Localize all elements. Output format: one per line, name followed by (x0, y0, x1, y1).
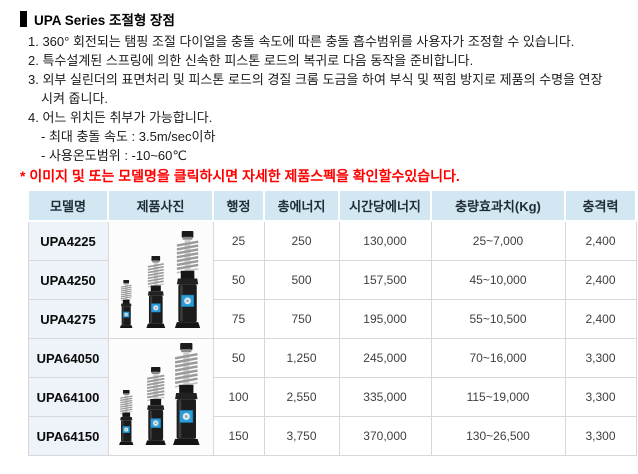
impact-force-cell: 3,300 (564, 338, 637, 378)
model-link-upa64150[interactable]: UPA64150 (27, 416, 109, 456)
feature-list: 1. 360° 회전되는 탬핑 조절 다이얼을 충돌 속도에 따른 충돌 흡수범… (20, 32, 638, 165)
weight-range-cell: 70~16,000 (430, 338, 566, 378)
col-header-impact-force: 충격력 (564, 189, 637, 222)
stroke-cell: 150 (212, 416, 265, 456)
weight-range-cell: 25~7,000 (430, 220, 566, 261)
hourly-energy-cell: 370,000 (338, 416, 432, 456)
feature-line-1: 1. 360° 회전되는 탬핑 조절 다이얼을 충돌 속도에 따른 충돌 흡수범… (28, 34, 575, 49)
total-energy-cell: 750 (263, 299, 340, 339)
total-energy-cell: 3,750 (263, 416, 340, 456)
feature-line-3: 3. 외부 실린더의 표면처리 및 피스톤 로드의 경질 크롬 도금을 하여 부… (28, 72, 603, 87)
click-notice: * 이미지 및 또는 모델명을 클릭하시면 자세한 제품스펙을 확인할수있습니다… (20, 168, 460, 184)
model-link-upa4250[interactable]: UPA4250 (27, 260, 109, 300)
hourly-energy-cell: 195,000 (338, 299, 432, 339)
impact-force-cell: 3,300 (564, 416, 637, 456)
table-row-upa64100: UPA64100 100 2,550 335,000 115~19,000 3,… (27, 377, 637, 417)
col-header-model: 모델명 (27, 189, 109, 222)
product-photo-upa64-series[interactable] (107, 338, 214, 456)
model-link-upa64050[interactable]: UPA64050 (27, 338, 109, 378)
hourly-energy-cell: 157,500 (338, 260, 432, 300)
header-row: 모델명 제품사진 행정 총에너지 시간당에너지 충량효과치(Kg) 충격력 (27, 189, 637, 222)
page: UPA Series 조절형 장점 1. 360° 회전되는 탬핑 조절 다이얼… (20, 9, 638, 456)
col-header-hourly-energy: 시간당에너지 (338, 189, 432, 222)
total-energy-cell: 250 (263, 220, 340, 261)
total-energy-cell: 500 (263, 260, 340, 300)
table-row-upa4275: UPA4275 75 750 195,000 55~10,500 2,400 (27, 299, 637, 339)
impact-force-cell: 2,400 (564, 220, 637, 261)
hourly-energy-cell: 130,000 (338, 220, 432, 261)
product-photo-upa42-series[interactable] (107, 220, 214, 339)
table-row-upa64150: UPA64150 150 3,750 370,000 130~26,500 3,… (27, 416, 637, 456)
total-energy-cell: 2,550 (263, 377, 340, 417)
table-row-upa64050: UPA64050 50 1,250 245,000 70~16,000 3,30… (27, 338, 637, 456)
feature-sub-temp-range: - 사용온도범위 : -10~60℃ (41, 148, 187, 163)
stroke-cell: 100 (212, 377, 265, 417)
col-header-weight-effect: 충량효과치(Kg) (430, 189, 566, 222)
table-row-upa4250: UPA4250 50 500 157,500 45~10,000 2,400 (27, 260, 637, 300)
feature-line-3-cont: 시켜 줍니다. (41, 91, 109, 106)
table-row-upa4225: UPA4225 25 250 130,000 25~7,000 2,400 (27, 220, 637, 339)
shock-absorber-image-upa42 (118, 229, 201, 330)
bullet-bar-icon (20, 11, 27, 27)
weight-range-cell: 115~19,000 (430, 377, 566, 417)
col-header-total-energy: 총에너지 (263, 189, 340, 222)
impact-force-cell: 2,400 (564, 299, 637, 339)
weight-range-cell: 130~26,500 (430, 416, 566, 456)
section-title-row: UPA Series 조절형 장점 (20, 9, 638, 29)
weight-range-cell: 45~10,000 (430, 260, 566, 300)
hourly-energy-cell: 245,000 (338, 338, 432, 378)
total-energy-cell: 1,250 (263, 338, 340, 378)
impact-force-cell: 3,300 (564, 377, 637, 417)
feature-line-4: 4. 어느 위치든 취부가 가능합니다. (28, 110, 213, 125)
col-header-stroke: 행정 (212, 189, 265, 222)
weight-range-cell: 55~10,500 (430, 299, 566, 339)
spec-table: 모델명 제품사진 행정 총에너지 시간당에너지 충량효과치(Kg) 충격력 UP… (27, 189, 637, 456)
feature-line-2: 2. 특수설계된 스프링에 의한 신속한 피스톤 로드의 복귀로 다음 동작을 … (28, 53, 474, 68)
stroke-cell: 50 (212, 260, 265, 300)
impact-force-cell: 2,400 (564, 260, 637, 300)
model-link-upa4275[interactable]: UPA4275 (27, 299, 109, 339)
stroke-cell: 25 (212, 220, 265, 261)
col-header-photo: 제품사진 (107, 189, 214, 222)
feature-sub-max-speed: - 최대 충돌 속도 : 3.5m/sec이하 (41, 129, 216, 144)
model-link-upa4225[interactable]: UPA4225 (27, 220, 109, 261)
stroke-cell: 75 (212, 299, 265, 339)
section-title: UPA Series 조절형 장점 (34, 13, 175, 28)
hourly-energy-cell: 335,000 (338, 377, 432, 417)
stroke-cell: 50 (212, 338, 265, 378)
shock-absorber-image-upa64 (117, 341, 201, 447)
model-link-upa64100[interactable]: UPA64100 (27, 377, 109, 417)
